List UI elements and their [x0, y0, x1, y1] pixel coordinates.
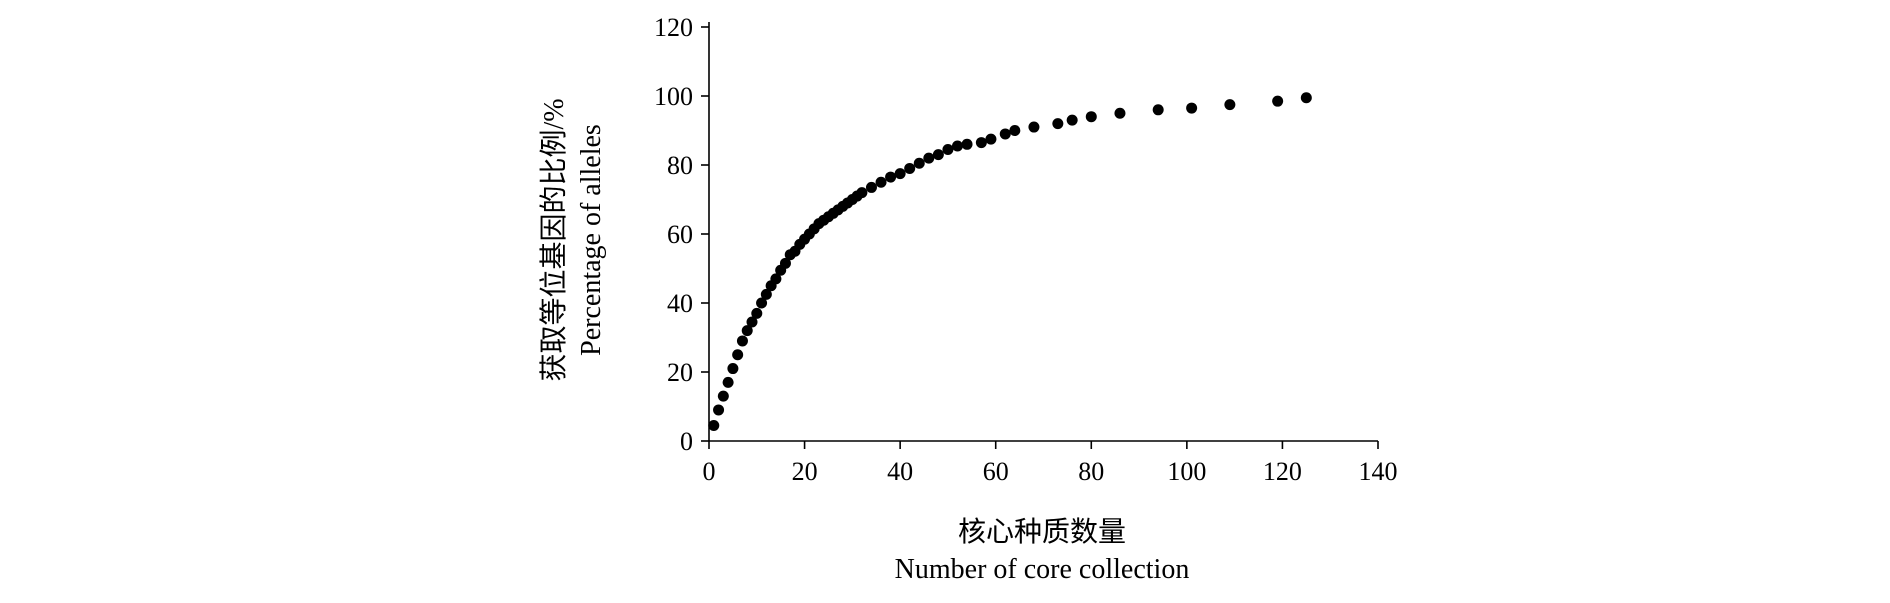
data-point: [760, 288, 772, 300]
x-tick-label: 0: [703, 457, 716, 486]
data-point: [713, 404, 725, 416]
data-point: [1186, 102, 1198, 114]
x-tick-label: 40: [887, 457, 913, 486]
data-point: [942, 143, 954, 155]
data-point: [1085, 111, 1097, 123]
data-point: [999, 128, 1011, 140]
data-point: [1028, 121, 1040, 133]
data-point: [951, 140, 963, 152]
data-point: [865, 181, 877, 193]
data-point: [923, 152, 935, 164]
data-point: [875, 176, 887, 188]
axes: [708, 22, 1378, 442]
x-tick-label: 120: [1263, 457, 1302, 486]
y-axis-label-cn: 获取等位基因的比例/%: [538, 98, 570, 381]
data-point: [1152, 104, 1164, 116]
data-point: [746, 316, 758, 328]
data-point: [1009, 125, 1021, 136]
data-point: [1066, 114, 1078, 126]
data-point: [741, 325, 753, 337]
x-tick-label: 100: [1167, 457, 1206, 486]
y-tick-label: 80: [667, 151, 693, 180]
data-point: [736, 335, 748, 347]
data-points: [708, 92, 1312, 431]
x-tick-label: 60: [983, 457, 1009, 486]
y-tick-label: 60: [667, 220, 693, 249]
x-axis-label-en: Number of core collection: [895, 554, 1190, 585]
data-point: [732, 349, 744, 361]
data-point: [1052, 118, 1064, 130]
data-point: [1224, 99, 1236, 111]
data-point: [913, 157, 925, 169]
y-tick-label: 120: [654, 13, 693, 42]
data-point: [975, 137, 987, 149]
data-point: [708, 419, 720, 431]
data-point: [779, 257, 791, 269]
data-point: [1300, 92, 1312, 104]
y-tick-label: 20: [667, 358, 693, 387]
y-tick-label: 100: [654, 82, 693, 111]
data-point: [894, 168, 906, 180]
data-point: [885, 171, 897, 183]
data-point: [717, 390, 729, 402]
x-axis-label-cn: 核心种质数量: [958, 516, 1126, 548]
data-point: [756, 297, 768, 309]
y-ticks: 0 20 40 60 80 100 120: [654, 13, 709, 456]
data-point: [1272, 95, 1284, 107]
y-tick-label: 40: [667, 289, 693, 318]
x-tick-label: 20: [792, 457, 818, 486]
data-point: [932, 149, 944, 161]
x-tick-label: 80: [1078, 457, 1104, 486]
data-point: [856, 187, 868, 199]
x-tick-label: 140: [1359, 457, 1398, 486]
data-point: [961, 138, 973, 150]
x-ticks: 0 20 40 60 80 100 120 140: [703, 441, 1398, 486]
data-point: [904, 162, 916, 174]
data-point: [751, 307, 763, 319]
data-point: [727, 363, 739, 375]
data-point: [1114, 107, 1126, 119]
data-point: [722, 376, 734, 388]
data-point: [770, 273, 782, 285]
data-point: [985, 133, 997, 145]
y-axis-label-en: Percentage of alleles: [576, 124, 607, 356]
y-tick-label: 0: [680, 427, 693, 456]
